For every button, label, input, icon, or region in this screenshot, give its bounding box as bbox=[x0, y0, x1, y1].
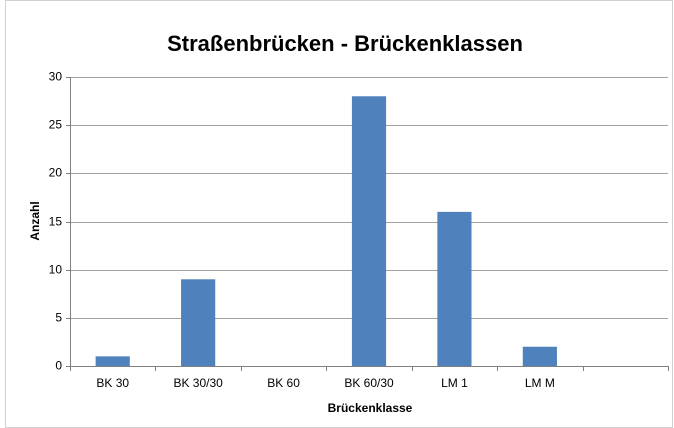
y-tick-label: 30 bbox=[49, 70, 63, 84]
bar bbox=[522, 346, 557, 366]
bar bbox=[95, 356, 130, 366]
x-tick-label: LM 1 bbox=[441, 376, 468, 390]
y-tick-label: 10 bbox=[49, 263, 63, 277]
y-tick-label: 5 bbox=[55, 311, 62, 325]
y-tick-label: 0 bbox=[55, 359, 62, 373]
bar bbox=[437, 211, 472, 366]
y-axis-title: Anzahl bbox=[28, 201, 42, 240]
x-tick-label: LM M bbox=[525, 376, 555, 390]
x-tick-label: BK 30 bbox=[96, 376, 129, 390]
x-tick-label: BK 60 bbox=[267, 376, 300, 390]
y-tick-label: 15 bbox=[49, 215, 63, 229]
bar bbox=[181, 279, 216, 366]
chart-title: Straßenbrücken - Brückenklassen bbox=[167, 31, 523, 56]
chart-frame bbox=[5, 0, 673, 428]
y-tick-label: 25 bbox=[49, 118, 63, 132]
bar bbox=[351, 96, 387, 367]
y-tick-label: 20 bbox=[49, 166, 63, 180]
x-tick-label: BK 60/30 bbox=[344, 376, 394, 390]
x-axis-title: Brückenklasse bbox=[328, 401, 413, 415]
x-tick-label: BK 30/30 bbox=[173, 376, 223, 390]
